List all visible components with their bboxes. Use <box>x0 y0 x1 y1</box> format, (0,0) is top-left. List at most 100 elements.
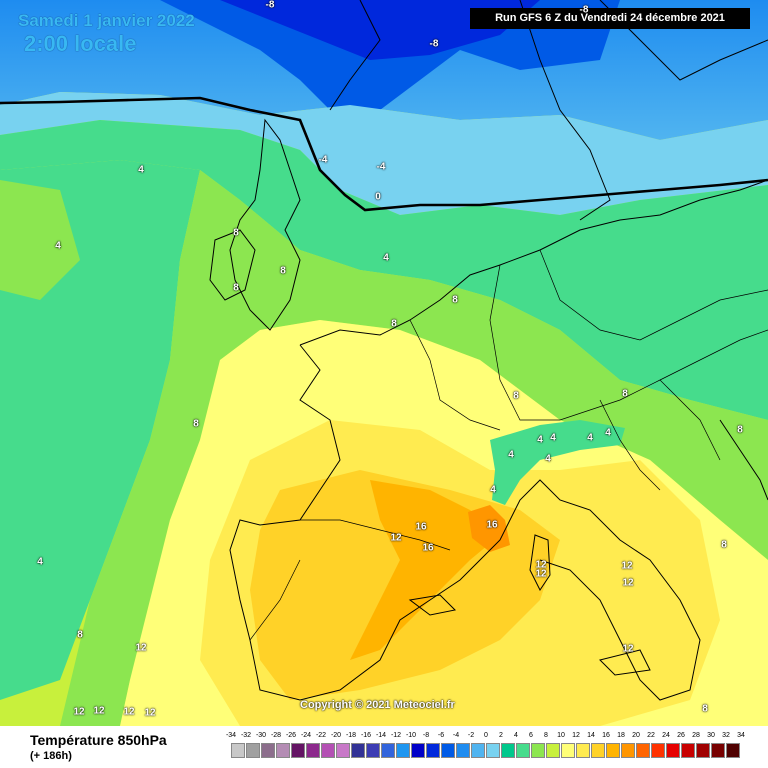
isotherm-label: 12 <box>622 577 634 589</box>
legend-tick-label: -18 <box>345 732 357 739</box>
isotherm-label: 16 <box>422 542 434 554</box>
copyright-notice: Copyright © 2021 Meteociel.fr <box>300 699 455 711</box>
isotherm-label: 12 <box>123 706 135 718</box>
legend-swatch <box>471 743 485 758</box>
legend-tick-label: 28 <box>692 732 700 739</box>
legend-tick-label: 10 <box>557 732 565 739</box>
isotherm-label: 8 <box>391 318 397 330</box>
isotherm-label: 4 <box>550 432 556 444</box>
legend-tick-label: -2 <box>467 732 475 739</box>
legend-tick-label: 32 <box>722 732 730 739</box>
legend-swatch <box>321 743 335 758</box>
zone-lime-atlantic <box>0 180 80 300</box>
isotherm-label: 12 <box>535 568 547 580</box>
isotherm-label: 4 <box>545 453 551 465</box>
isotherm-zero <box>0 96 768 212</box>
legend-tick-label: -28 <box>270 732 282 739</box>
temperature-map: Samedi 1 janvier 2022 2:00 locale Run GF… <box>0 0 768 726</box>
isotherm-label: 12 <box>535 559 547 571</box>
legend-swatch <box>666 743 680 758</box>
zone-orange <box>350 480 500 660</box>
temperature-legend: -34 -32 -30 -28 -26 -24 -22 -20 -18 -16 -14 -12 -10-… <box>224 726 752 766</box>
legend-swatch <box>531 743 545 758</box>
zone-cyan <box>0 92 768 215</box>
isotherm-label: -8 <box>429 38 439 50</box>
legend-swatch <box>576 743 590 758</box>
legend-swatch <box>561 743 575 758</box>
legend-swatch <box>351 743 365 758</box>
isotherm-label: 4 <box>537 434 543 446</box>
isotherm-label: 8 <box>233 227 239 239</box>
zone-lime <box>60 170 768 726</box>
legend-swatch <box>651 743 665 758</box>
isotherm-label: -4 <box>376 161 386 173</box>
legend-swatch <box>276 743 290 758</box>
zone-green-atlantic <box>0 160 200 700</box>
isotherm-label: 12 <box>621 560 633 572</box>
zone-alps <box>490 420 625 505</box>
legend-tick-label: -34 <box>225 732 237 739</box>
legend-swatch <box>306 743 320 758</box>
footer: Température 850hPa (+ 186h) -34 -32 -30 -28… <box>0 726 768 768</box>
isotherm-label: 8 <box>513 390 519 402</box>
legend-swatch <box>441 743 455 758</box>
legend-tick-label: -10 <box>405 732 417 739</box>
legend-tick-label: -32 <box>240 732 252 739</box>
legend-swatch <box>621 743 635 758</box>
forecast-date: Samedi 1 janvier 2022 <box>18 11 195 30</box>
legend-tick-label: 16 <box>602 732 610 739</box>
legend-tick-label: -22 <box>315 732 327 739</box>
isotherm-label: 4 <box>490 484 496 496</box>
legend-tick-label: -8 <box>422 732 430 739</box>
legend-swatch <box>336 743 350 758</box>
legend-tick-label: -14 <box>375 732 387 739</box>
isotherm-label: 12 <box>622 643 634 655</box>
isotherm-label: -4 <box>318 154 328 166</box>
isotherm-label: 12 <box>390 532 402 544</box>
legend-swatch <box>426 743 440 758</box>
isotherm-label: 12 <box>135 642 147 654</box>
isotherm-label: 4 <box>138 164 144 176</box>
legend-swatch <box>636 743 650 758</box>
legend-tick-label: -24 <box>300 732 312 739</box>
legend-swatch <box>231 743 245 758</box>
isotherm-label: 4 <box>508 449 514 461</box>
legend-swatch <box>681 743 695 758</box>
isotherm-label: 4 <box>587 432 593 444</box>
zone-deepest-cold <box>220 0 540 60</box>
legend-tick-label: -6 <box>437 732 445 739</box>
forecast-offset: (+ 186h) <box>30 750 72 762</box>
legend-swatch <box>486 743 500 758</box>
legend-tick-label: 34 <box>737 732 745 739</box>
legend-swatch <box>711 743 725 758</box>
legend-tick-label: -12 <box>390 732 402 739</box>
forecast-time: 2:00 locale <box>24 31 137 56</box>
legend-swatch <box>726 743 740 758</box>
isotherm-label: 8 <box>622 388 628 400</box>
isotherm-label: 8 <box>233 282 239 294</box>
isotherm-label: 8 <box>737 424 743 436</box>
legend-swatch <box>381 743 395 758</box>
legend-tick-label: -30 <box>255 732 267 739</box>
legend-tick-label: -4 <box>452 732 460 739</box>
isotherm-label: 8 <box>721 539 727 551</box>
legend-tick-label: 18 <box>617 732 625 739</box>
legend-tick-label: -20 <box>330 732 342 739</box>
legend-tick-label: 26 <box>677 732 685 739</box>
legend-swatch <box>366 743 380 758</box>
legend-swatch <box>546 743 560 758</box>
isotherm-label: 4 <box>55 240 61 252</box>
isotherm-label: 8 <box>193 418 199 430</box>
isotherm-label: 4 <box>37 556 43 568</box>
isotherm-label: 8 <box>452 294 458 306</box>
field-title: Température 850hPa <box>30 732 167 748</box>
legend-swatch <box>606 743 620 758</box>
legend-tick-label: 8 <box>544 732 548 739</box>
isotherm-label: 16 <box>486 519 498 531</box>
legend-tick-label: 24 <box>662 732 670 739</box>
legend-swatch <box>456 743 470 758</box>
legend-tick-label: 6 <box>529 732 533 739</box>
legend-tick-label: 2 <box>499 732 503 739</box>
legend-swatch <box>411 743 425 758</box>
model-run-label: Run GFS 6 Z du Vendredi 24 décembre 2021 <box>470 8 750 29</box>
